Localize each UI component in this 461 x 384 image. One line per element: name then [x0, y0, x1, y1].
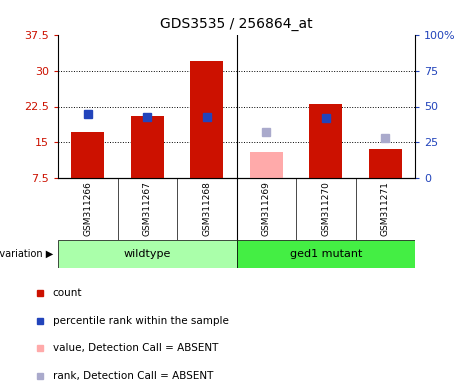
Text: count: count	[53, 288, 82, 298]
Bar	[190, 61, 223, 178]
Bar	[71, 132, 104, 178]
Text: value, Detection Call = ABSENT: value, Detection Call = ABSENT	[53, 343, 218, 354]
Text: rank, Detection Call = ABSENT: rank, Detection Call = ABSENT	[53, 371, 213, 381]
Text: ged1 mutant: ged1 mutant	[290, 249, 362, 259]
Bar	[309, 104, 342, 178]
Bar	[369, 149, 402, 178]
Text: GSM311270: GSM311270	[321, 182, 330, 237]
Bar	[236, 240, 415, 268]
Bar	[131, 116, 164, 178]
Text: GSM311267: GSM311267	[143, 182, 152, 237]
Text: wildtype: wildtype	[124, 249, 171, 259]
Text: GSM311269: GSM311269	[262, 182, 271, 237]
Text: GSM311266: GSM311266	[83, 182, 92, 237]
Text: GSM311268: GSM311268	[202, 182, 211, 237]
Text: genotype/variation ▶: genotype/variation ▶	[0, 249, 53, 259]
Bar	[58, 240, 236, 268]
Bar	[250, 152, 283, 178]
Text: GSM311271: GSM311271	[381, 182, 390, 237]
Title: GDS3535 / 256864_at: GDS3535 / 256864_at	[160, 17, 313, 31]
Text: percentile rank within the sample: percentile rank within the sample	[53, 316, 229, 326]
